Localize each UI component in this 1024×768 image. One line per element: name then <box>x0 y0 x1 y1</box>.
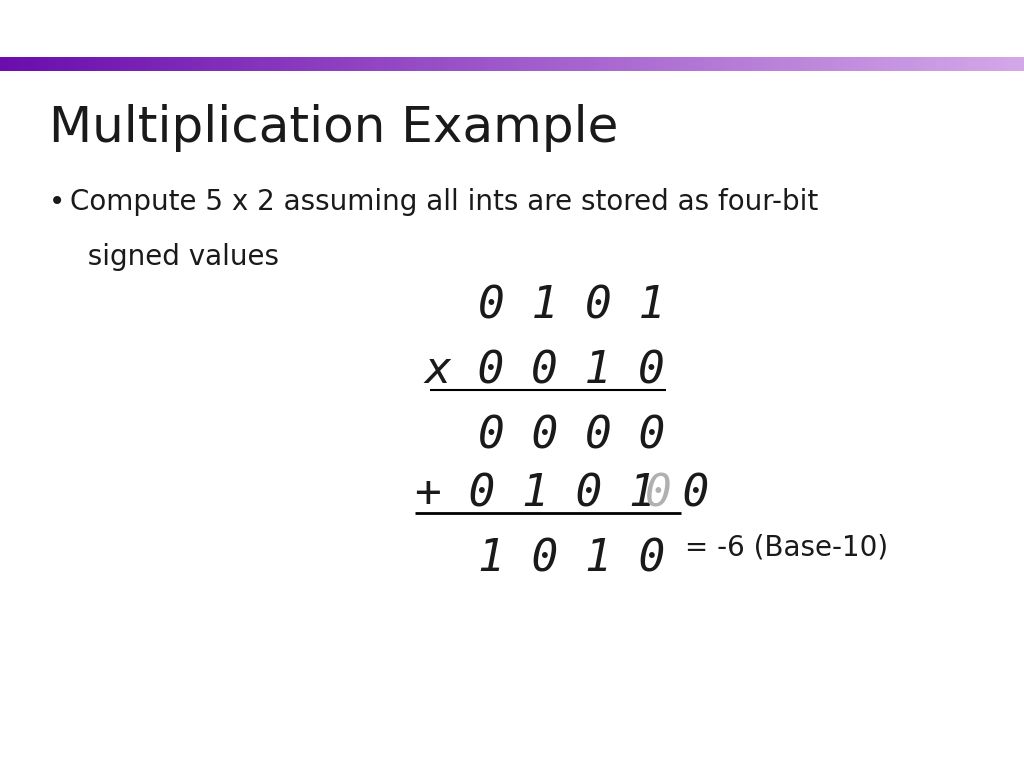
Text: •: • <box>49 188 66 216</box>
Text: + 0 1 0 1 0: + 0 1 0 1 0 <box>415 472 709 515</box>
Text: 0 0 0 0: 0 0 0 0 <box>478 415 666 458</box>
Text: x 0 0 1 0: x 0 0 1 0 <box>425 349 666 392</box>
Text: 0: 0 <box>645 472 672 515</box>
Text: signed values: signed values <box>70 243 279 271</box>
Text: 0 1 0 1: 0 1 0 1 <box>478 284 666 327</box>
Text: = -6 (Base-10): = -6 (Base-10) <box>676 534 888 561</box>
Text: Compute 5 x 2 assuming all ints are stored as four-bit: Compute 5 x 2 assuming all ints are stor… <box>70 188 818 216</box>
Text: Multiplication Example: Multiplication Example <box>49 104 618 152</box>
Text: 1 0 1 0: 1 0 1 0 <box>478 538 666 581</box>
